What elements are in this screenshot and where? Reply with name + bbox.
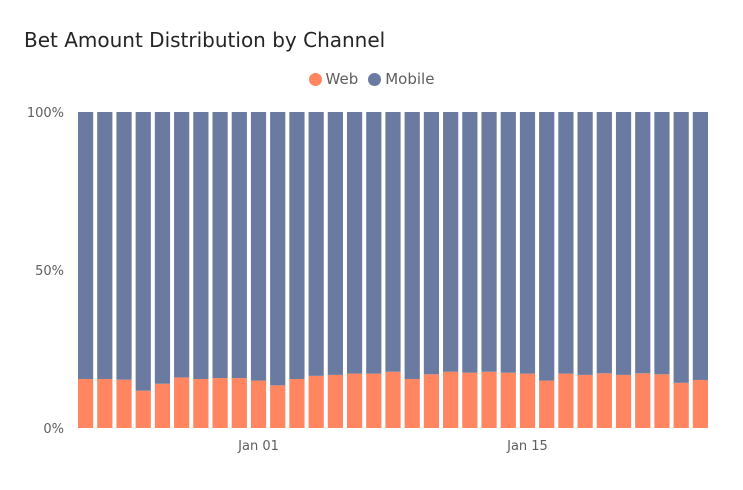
bar-mobile-11[interactable] bbox=[289, 112, 305, 380]
bar-web-30[interactable] bbox=[654, 374, 670, 428]
y-tick-label: 50% bbox=[35, 264, 64, 279]
bar-web-1[interactable] bbox=[97, 379, 113, 428]
bar-mobile-30[interactable] bbox=[654, 112, 670, 375]
bar-web-13[interactable] bbox=[327, 374, 343, 428]
bar-web-32[interactable] bbox=[692, 379, 708, 428]
bar-web-0[interactable] bbox=[78, 379, 94, 428]
bar-mobile-27[interactable] bbox=[596, 112, 612, 374]
bar-web-16[interactable] bbox=[385, 371, 401, 428]
bar-mobile-24[interactable] bbox=[539, 112, 555, 381]
bar-web-14[interactable] bbox=[346, 373, 363, 428]
x-tick-label: Jan 15 bbox=[506, 439, 548, 454]
bar-mobile-26[interactable] bbox=[577, 112, 593, 375]
bar-mobile-25[interactable] bbox=[558, 112, 574, 374]
chart-title: Bet Amount Distribution by Channel bbox=[24, 28, 386, 52]
bar-mobile-10[interactable] bbox=[270, 112, 286, 386]
bar-web-10[interactable] bbox=[270, 385, 286, 428]
bar-web-26[interactable] bbox=[577, 374, 593, 428]
y-tick-label: 100% bbox=[27, 106, 64, 121]
bar-web-18[interactable] bbox=[423, 374, 440, 428]
bar-web-11[interactable] bbox=[289, 379, 305, 428]
bar-mobile-28[interactable] bbox=[615, 112, 632, 375]
bar-web-31[interactable] bbox=[673, 382, 689, 428]
bar-web-5[interactable] bbox=[174, 377, 190, 428]
legend-dot-web bbox=[308, 72, 322, 86]
legend[interactable]: Web Mobile bbox=[0, 70, 743, 88]
bar-mobile-0[interactable] bbox=[78, 112, 94, 380]
bar-mobile-19[interactable] bbox=[443, 112, 459, 372]
bar-mobile-23[interactable] bbox=[519, 112, 536, 374]
bar-web-23[interactable] bbox=[519, 373, 536, 428]
bar-web-19[interactable] bbox=[443, 371, 459, 428]
bar-web-20[interactable] bbox=[462, 372, 478, 428]
bar-web-25[interactable] bbox=[558, 373, 574, 428]
y-tick-label: 0% bbox=[43, 422, 64, 437]
bar-mobile-2[interactable] bbox=[116, 112, 132, 380]
bar-web-24[interactable] bbox=[539, 380, 555, 428]
bar-mobile-12[interactable] bbox=[308, 112, 324, 376]
legend-item-mobile[interactable]: Mobile bbox=[368, 70, 434, 88]
bar-mobile-17[interactable] bbox=[404, 112, 420, 380]
bar-web-2[interactable] bbox=[116, 379, 132, 428]
legend-item-web[interactable]: Web bbox=[308, 70, 359, 88]
bar-mobile-18[interactable] bbox=[423, 112, 440, 375]
bar-web-15[interactable] bbox=[366, 373, 382, 428]
bar-mobile-22[interactable] bbox=[500, 112, 516, 373]
bar-mobile-32[interactable] bbox=[692, 112, 708, 380]
bar-mobile-4[interactable] bbox=[154, 112, 171, 384]
bar-mobile-1[interactable] bbox=[97, 112, 113, 380]
bar-web-6[interactable] bbox=[193, 379, 209, 428]
bar-web-29[interactable] bbox=[635, 373, 651, 428]
bar-mobile-6[interactable] bbox=[193, 112, 209, 380]
bar-mobile-31[interactable] bbox=[673, 112, 689, 383]
bar-mobile-14[interactable] bbox=[346, 112, 363, 374]
bar-mobile-29[interactable] bbox=[635, 112, 651, 374]
bar-mobile-15[interactable] bbox=[366, 112, 382, 374]
bar-mobile-5[interactable] bbox=[174, 112, 190, 378]
bar-mobile-16[interactable] bbox=[385, 112, 401, 372]
legend-dot-mobile bbox=[368, 72, 382, 86]
bar-mobile-8[interactable] bbox=[231, 112, 247, 379]
bar-mobile-20[interactable] bbox=[462, 112, 478, 373]
bar-mobile-21[interactable] bbox=[481, 112, 497, 372]
bar-web-28[interactable] bbox=[615, 374, 632, 428]
bar-web-3[interactable] bbox=[135, 390, 151, 428]
bar-mobile-7[interactable] bbox=[212, 112, 228, 379]
bar-web-8[interactable] bbox=[231, 378, 247, 428]
bar-web-21[interactable] bbox=[481, 371, 497, 428]
bar-web-4[interactable] bbox=[154, 383, 171, 428]
bar-web-7[interactable] bbox=[212, 378, 228, 428]
legend-label-web: Web bbox=[325, 70, 359, 88]
bar-mobile-9[interactable] bbox=[250, 112, 267, 381]
bar-web-27[interactable] bbox=[596, 373, 612, 428]
bar-mobile-13[interactable] bbox=[327, 112, 343, 375]
bar-web-9[interactable] bbox=[250, 380, 267, 428]
bar-web-22[interactable] bbox=[500, 372, 516, 428]
legend-label-mobile: Mobile bbox=[385, 70, 435, 88]
bar-web-17[interactable] bbox=[404, 379, 420, 428]
bar-mobile-3[interactable] bbox=[135, 112, 151, 391]
x-tick-label: Jan 01 bbox=[237, 439, 279, 454]
bar-web-12[interactable] bbox=[308, 375, 324, 428]
